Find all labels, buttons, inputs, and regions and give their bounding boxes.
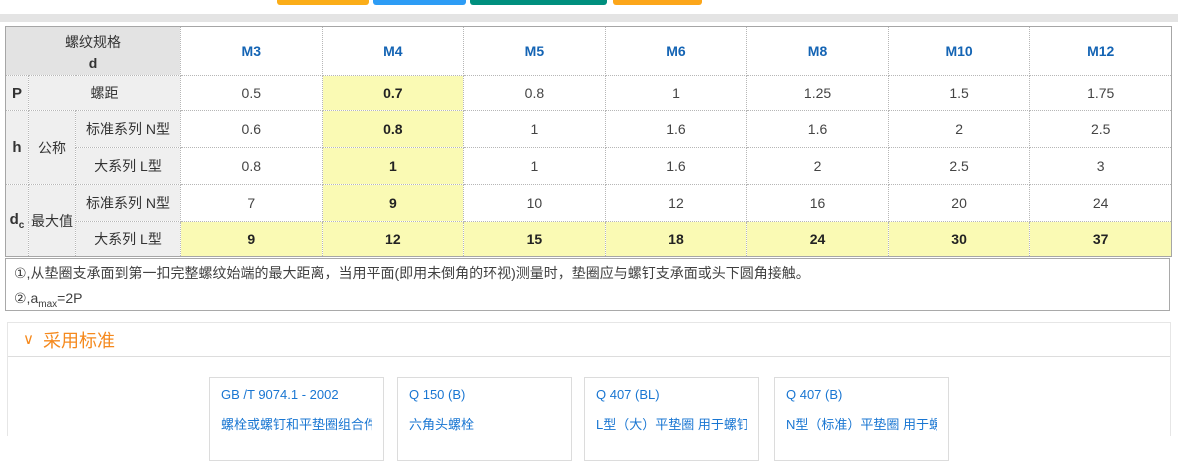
row-label-cell: 大系列 L型 — [75, 221, 181, 257]
value-cell: 1.6 — [746, 110, 889, 148]
top-tab-blue[interactable] — [373, 0, 466, 5]
value-cell: 1 — [604, 75, 748, 111]
column-header-m10: M10 — [887, 26, 1031, 76]
chevron-down-icon: ∨ — [23, 331, 34, 348]
value-cell: 2.5 — [1029, 110, 1172, 148]
row-dc-large: 大系列 L型 9 12 15 18 24 30 37 — [6, 221, 1172, 257]
row-symbol-cell: h — [5, 110, 29, 185]
value-cell: 24 — [1029, 184, 1172, 222]
value-cell: 16 — [746, 184, 889, 222]
spec-title-line2: d — [88, 54, 98, 71]
value-cell: 7 — [180, 184, 323, 222]
divider-strip — [0, 14, 1178, 22]
value-cell-highlight: 30 — [887, 221, 1031, 257]
standard-name[interactable]: 螺栓或螺钉和平垫圈组合件 — [221, 417, 372, 432]
value-cell: 10 — [463, 184, 606, 222]
footnote-1: ①,从垫圈支承面到第一扣完整螺纹始端的最大距离，当用平面(即用未倒角的环视)测量… — [14, 265, 810, 281]
column-header-m5: M5 — [463, 26, 606, 76]
value-cell-highlight: 0.8 — [321, 110, 465, 148]
value-cell: 12 — [604, 184, 748, 222]
adopted-standards-header[interactable]: ∨ 采用标准 — [8, 323, 1170, 357]
value-cell: 0.6 — [180, 110, 323, 148]
spec-title-line1: 螺纹规格 — [65, 33, 121, 50]
value-cell-highlight: 0.7 — [321, 75, 465, 111]
value-cell: 1.6 — [604, 147, 748, 185]
standard-card-gbt9074[interactable]: GB /T 9074.1 - 2002 螺栓或螺钉和平垫圈组合件 — [209, 377, 384, 461]
standard-name[interactable]: N型（标准）平垫圈 用于螺钉... — [786, 417, 937, 432]
top-tab-orange-2[interactable] — [613, 0, 702, 5]
value-cell-highlight: 37 — [1029, 221, 1172, 257]
row-symbol-cell: dc — [5, 184, 29, 257]
value-cell: 20 — [887, 184, 1031, 222]
value-cell: 1.75 — [1029, 75, 1172, 111]
column-header-m6: M6 — [604, 26, 748, 76]
value-cell: 0.8 — [463, 75, 606, 111]
standard-code[interactable]: GB /T 9074.1 - 2002 — [221, 387, 339, 402]
value-cell: 1 — [463, 110, 606, 148]
standard-card-q407b[interactable]: Q 407 (B) N型（标准）平垫圈 用于螺钉... — [774, 377, 949, 461]
standard-code[interactable]: Q 150 (B) — [409, 387, 466, 402]
standard-name[interactable]: 六角头螺栓 — [409, 417, 475, 432]
value-cell: 1.6 — [604, 110, 748, 148]
value-cell: 0.5 — [180, 75, 323, 111]
table-header-row: 螺纹规格 d M3 M4 M5 M6 M8 M10 M12 — [5, 26, 1172, 76]
value-cell: 0.8 — [180, 147, 323, 185]
value-cell: 1.25 — [746, 75, 889, 111]
standard-code[interactable]: Q 407 (B) — [786, 387, 843, 402]
row-h-standard: h 公称 标准系列 N型 0.6 0.8 1 1.6 1.6 2 2.5 — [5, 110, 1172, 185]
row-dc-standard: dc 最大值 标准系列 N型 7 9 10 12 16 20 24 — [5, 184, 1172, 257]
value-cell: 2.5 — [887, 147, 1031, 185]
footnotes-box: ①,从垫圈支承面到第一扣完整螺纹始端的最大距离，当用平面(即用未倒角的环视)测量… — [5, 258, 1170, 311]
value-cell: 2 — [746, 147, 889, 185]
value-cell: 3 — [1029, 147, 1172, 185]
row-label-cell: 大系列 L型 — [75, 147, 181, 185]
section-title: 采用标准 — [42, 330, 115, 351]
value-cell-highlight: 9 — [180, 221, 323, 257]
row-label-cell: 标准系列 N型 — [75, 184, 181, 222]
standard-code[interactable]: Q 407 (BL) — [596, 387, 660, 402]
value-cell-highlight: 24 — [746, 221, 889, 257]
footnote-2: ②,amax=2P — [14, 290, 83, 310]
row-group-cell: 公称 — [28, 110, 76, 185]
row-symbol-cell: P — [5, 75, 29, 111]
value-cell: 2 — [887, 110, 1031, 148]
row-h-large: 大系列 L型 0.8 1 1 1.6 2 2.5 3 — [6, 147, 1172, 185]
top-tab-orange-1[interactable] — [277, 0, 369, 5]
standards-card-list: GB /T 9074.1 - 2002 螺栓或螺钉和平垫圈组合件 Q 150 (… — [0, 377, 1178, 461]
thread-spec-table: 螺纹规格 d M3 M4 M5 M6 M8 M10 M12 P 螺距 0.5 0… — [5, 26, 1172, 257]
column-header-m4: M4 — [321, 26, 465, 76]
standard-card-q407bl[interactable]: Q 407 (BL) L型（大）平垫圈 用于螺钉组... — [584, 377, 759, 461]
column-header-m3: M3 — [180, 26, 323, 76]
standard-name[interactable]: L型（大）平垫圈 用于螺钉组... — [596, 417, 747, 432]
value-cell: 1 — [463, 147, 606, 185]
standard-card-q150b[interactable]: Q 150 (B) 六角头螺栓 — [397, 377, 572, 461]
spec-title-cell: 螺纹规格 d — [5, 26, 181, 76]
value-cell-highlight: 12 — [321, 221, 465, 257]
value-cell: 1.5 — [887, 75, 1031, 111]
row-label-cell: 标准系列 N型 — [75, 110, 181, 148]
value-cell-highlight: 1 — [321, 147, 465, 185]
value-cell-highlight: 15 — [463, 221, 606, 257]
column-header-m12: M12 — [1029, 26, 1172, 76]
value-cell-highlight: 18 — [604, 221, 748, 257]
row-group-cell: 最大值 — [28, 184, 76, 257]
row-pitch: P 螺距 0.5 0.7 0.8 1 1.25 1.5 1.75 — [5, 75, 1172, 111]
value-cell-highlight: 9 — [321, 184, 465, 222]
top-tab-teal[interactable] — [470, 0, 607, 5]
column-header-m8: M8 — [746, 26, 889, 76]
row-label-cell: 螺距 — [28, 75, 181, 111]
